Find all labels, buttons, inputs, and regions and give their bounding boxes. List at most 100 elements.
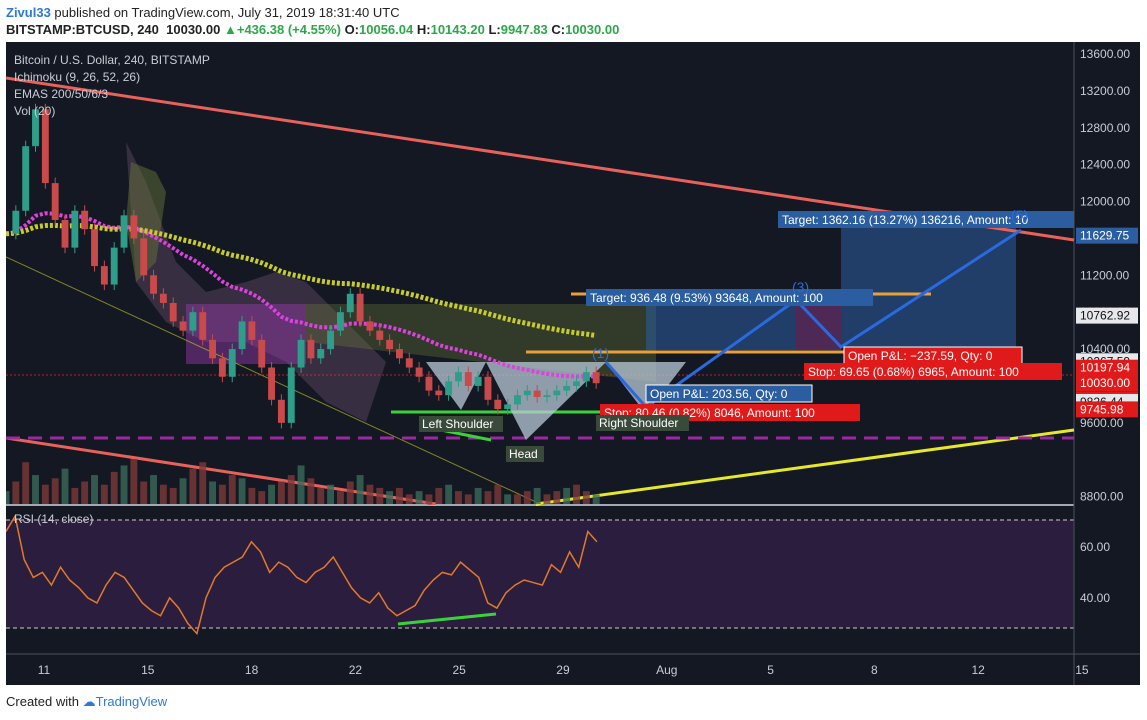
volume-bar — [297, 465, 305, 504]
ema-lines — [5, 211, 597, 379]
volume-bar — [189, 468, 197, 504]
candle-body — [514, 395, 521, 405]
rsi-path — [5, 514, 598, 636]
candle-body — [543, 395, 551, 398]
volume-bar — [150, 475, 157, 504]
volume-bar — [553, 491, 561, 504]
volume-bar — [218, 484, 226, 504]
candle-body — [228, 349, 236, 377]
price-axis-bg — [1074, 42, 1140, 654]
volume-bar — [376, 487, 384, 504]
price-tick: 12000.00 — [1080, 195, 1130, 209]
volume-bar — [307, 478, 315, 504]
rsi-line — [5, 514, 598, 636]
volume-bar — [41, 484, 49, 504]
volume-bar — [504, 494, 512, 504]
stop-2-box[interactable] — [804, 363, 1062, 380]
left-shoulder-label: Left Shoulder — [422, 417, 493, 431]
open-value: 10056.04 — [359, 22, 414, 37]
candle-body — [582, 372, 590, 382]
candle-body — [22, 146, 30, 211]
rsi-tick: 40.00 — [1080, 591, 1110, 605]
volume-bar — [277, 481, 285, 504]
right-shoulder-box — [596, 415, 689, 431]
price-label: 10762.92 — [1080, 309, 1130, 323]
price-label-bg — [1076, 375, 1138, 392]
volume-bar — [199, 462, 207, 504]
candle-body — [51, 183, 59, 220]
volume-bar — [268, 484, 276, 504]
candle-body — [258, 339, 266, 368]
date-tick: 11 — [38, 663, 51, 677]
high-value: 10143.20 — [430, 22, 485, 37]
chart-svg[interactable]: Bitcoin / U.S. Dollar, 240, BITSTAMP Ich… — [2, 42, 1140, 685]
low-label: L: — [488, 22, 501, 37]
candle-body — [238, 321, 246, 350]
volume-bar — [110, 471, 118, 504]
brand-name[interactable]: TradingView — [95, 694, 168, 709]
volume-bar — [140, 481, 148, 504]
published-text: published on TradingView.com, July 31, 2… — [54, 5, 400, 20]
candle-body — [592, 372, 600, 384]
target-2-box[interactable] — [778, 211, 1074, 228]
candle-body — [504, 404, 512, 410]
candle-body — [553, 390, 561, 396]
price-tick: 13200.00 — [1080, 84, 1130, 98]
candle-body — [41, 109, 49, 184]
candle-body — [179, 321, 187, 331]
volume-bar — [228, 475, 236, 504]
price-label: 10030.00 — [1080, 376, 1130, 390]
volume-bar — [582, 491, 590, 504]
candle-body — [100, 266, 108, 285]
volume-bar — [455, 491, 462, 504]
publish-line: Zivul33 published on TradingView.com, Ju… — [6, 5, 400, 20]
rsi-divergence-line — [397, 612, 497, 626]
open-pl-1-label: Open P&L: 203.56, Qty: 0 — [650, 387, 788, 401]
candle-body — [199, 312, 207, 340]
date-tick: 8 — [871, 663, 878, 677]
price-change: +436.38 (+4.55%) — [236, 22, 341, 37]
volume-bar — [386, 491, 394, 504]
candle-body — [455, 372, 462, 382]
volume-bar — [32, 475, 39, 504]
volume-bar — [258, 491, 266, 504]
volume-bar — [91, 475, 98, 504]
lower-trendline — [5, 436, 437, 506]
volume-bar — [533, 487, 541, 504]
ichimoku-cloud-green — [126, 162, 166, 282]
legend-emas[interactable]: EMAS 200/50/6/3 — [14, 87, 108, 101]
volume-bar — [523, 491, 531, 504]
volume-bar — [494, 484, 502, 504]
rsi-axis-ticks: 60.00 40.00 — [1080, 540, 1110, 605]
username[interactable]: Zivul33 — [6, 5, 51, 20]
date-tick: 15 — [141, 663, 155, 677]
volume-bar — [356, 475, 364, 504]
target-1-box[interactable] — [586, 289, 873, 306]
symbol: BITSTAMP:BTCUSD, 240 — [6, 22, 159, 37]
target-2-label: Target: 1362.16 (13.27%) 136216, Amount:… — [782, 213, 1029, 227]
chart-area[interactable]: Bitcoin / U.S. Dollar, 240, BITSTAMP Ich… — [2, 42, 1140, 685]
price-tick: 9600.00 — [1080, 416, 1124, 430]
wave-1-label: (1) — [592, 345, 609, 361]
volume-bar — [179, 478, 187, 504]
candle-body — [563, 385, 571, 391]
price-tick: 12400.00 — [1080, 158, 1130, 172]
legend-rsi[interactable]: RSI (14, close) — [14, 512, 93, 526]
legend-vol[interactable]: Vol (20) — [14, 104, 55, 118]
candle-body — [189, 312, 197, 331]
volume-bar — [474, 487, 482, 504]
candle-body — [61, 219, 69, 248]
tradingview-logo-icon[interactable]: ☁ — [82, 694, 96, 709]
open-pl-2-label: Open P&L: −237.59, Qty: 0 — [848, 349, 993, 363]
candle-body — [71, 210, 79, 248]
stop-2-label: Stop: 69.65 (0.68%) 6965, Amount: 100 — [808, 365, 1019, 379]
legend-ichimoku[interactable]: Ichimoku (9, 26, 52, 26) — [14, 70, 140, 84]
candle-body — [169, 302, 177, 322]
volume-bar — [2, 491, 10, 504]
candle-body — [91, 229, 98, 267]
candle-body — [405, 358, 413, 368]
open-pl-1-box[interactable] — [645, 384, 813, 403]
volume-bar — [592, 494, 600, 504]
candle-body — [120, 215, 128, 248]
target-zone-1 — [646, 300, 796, 350]
